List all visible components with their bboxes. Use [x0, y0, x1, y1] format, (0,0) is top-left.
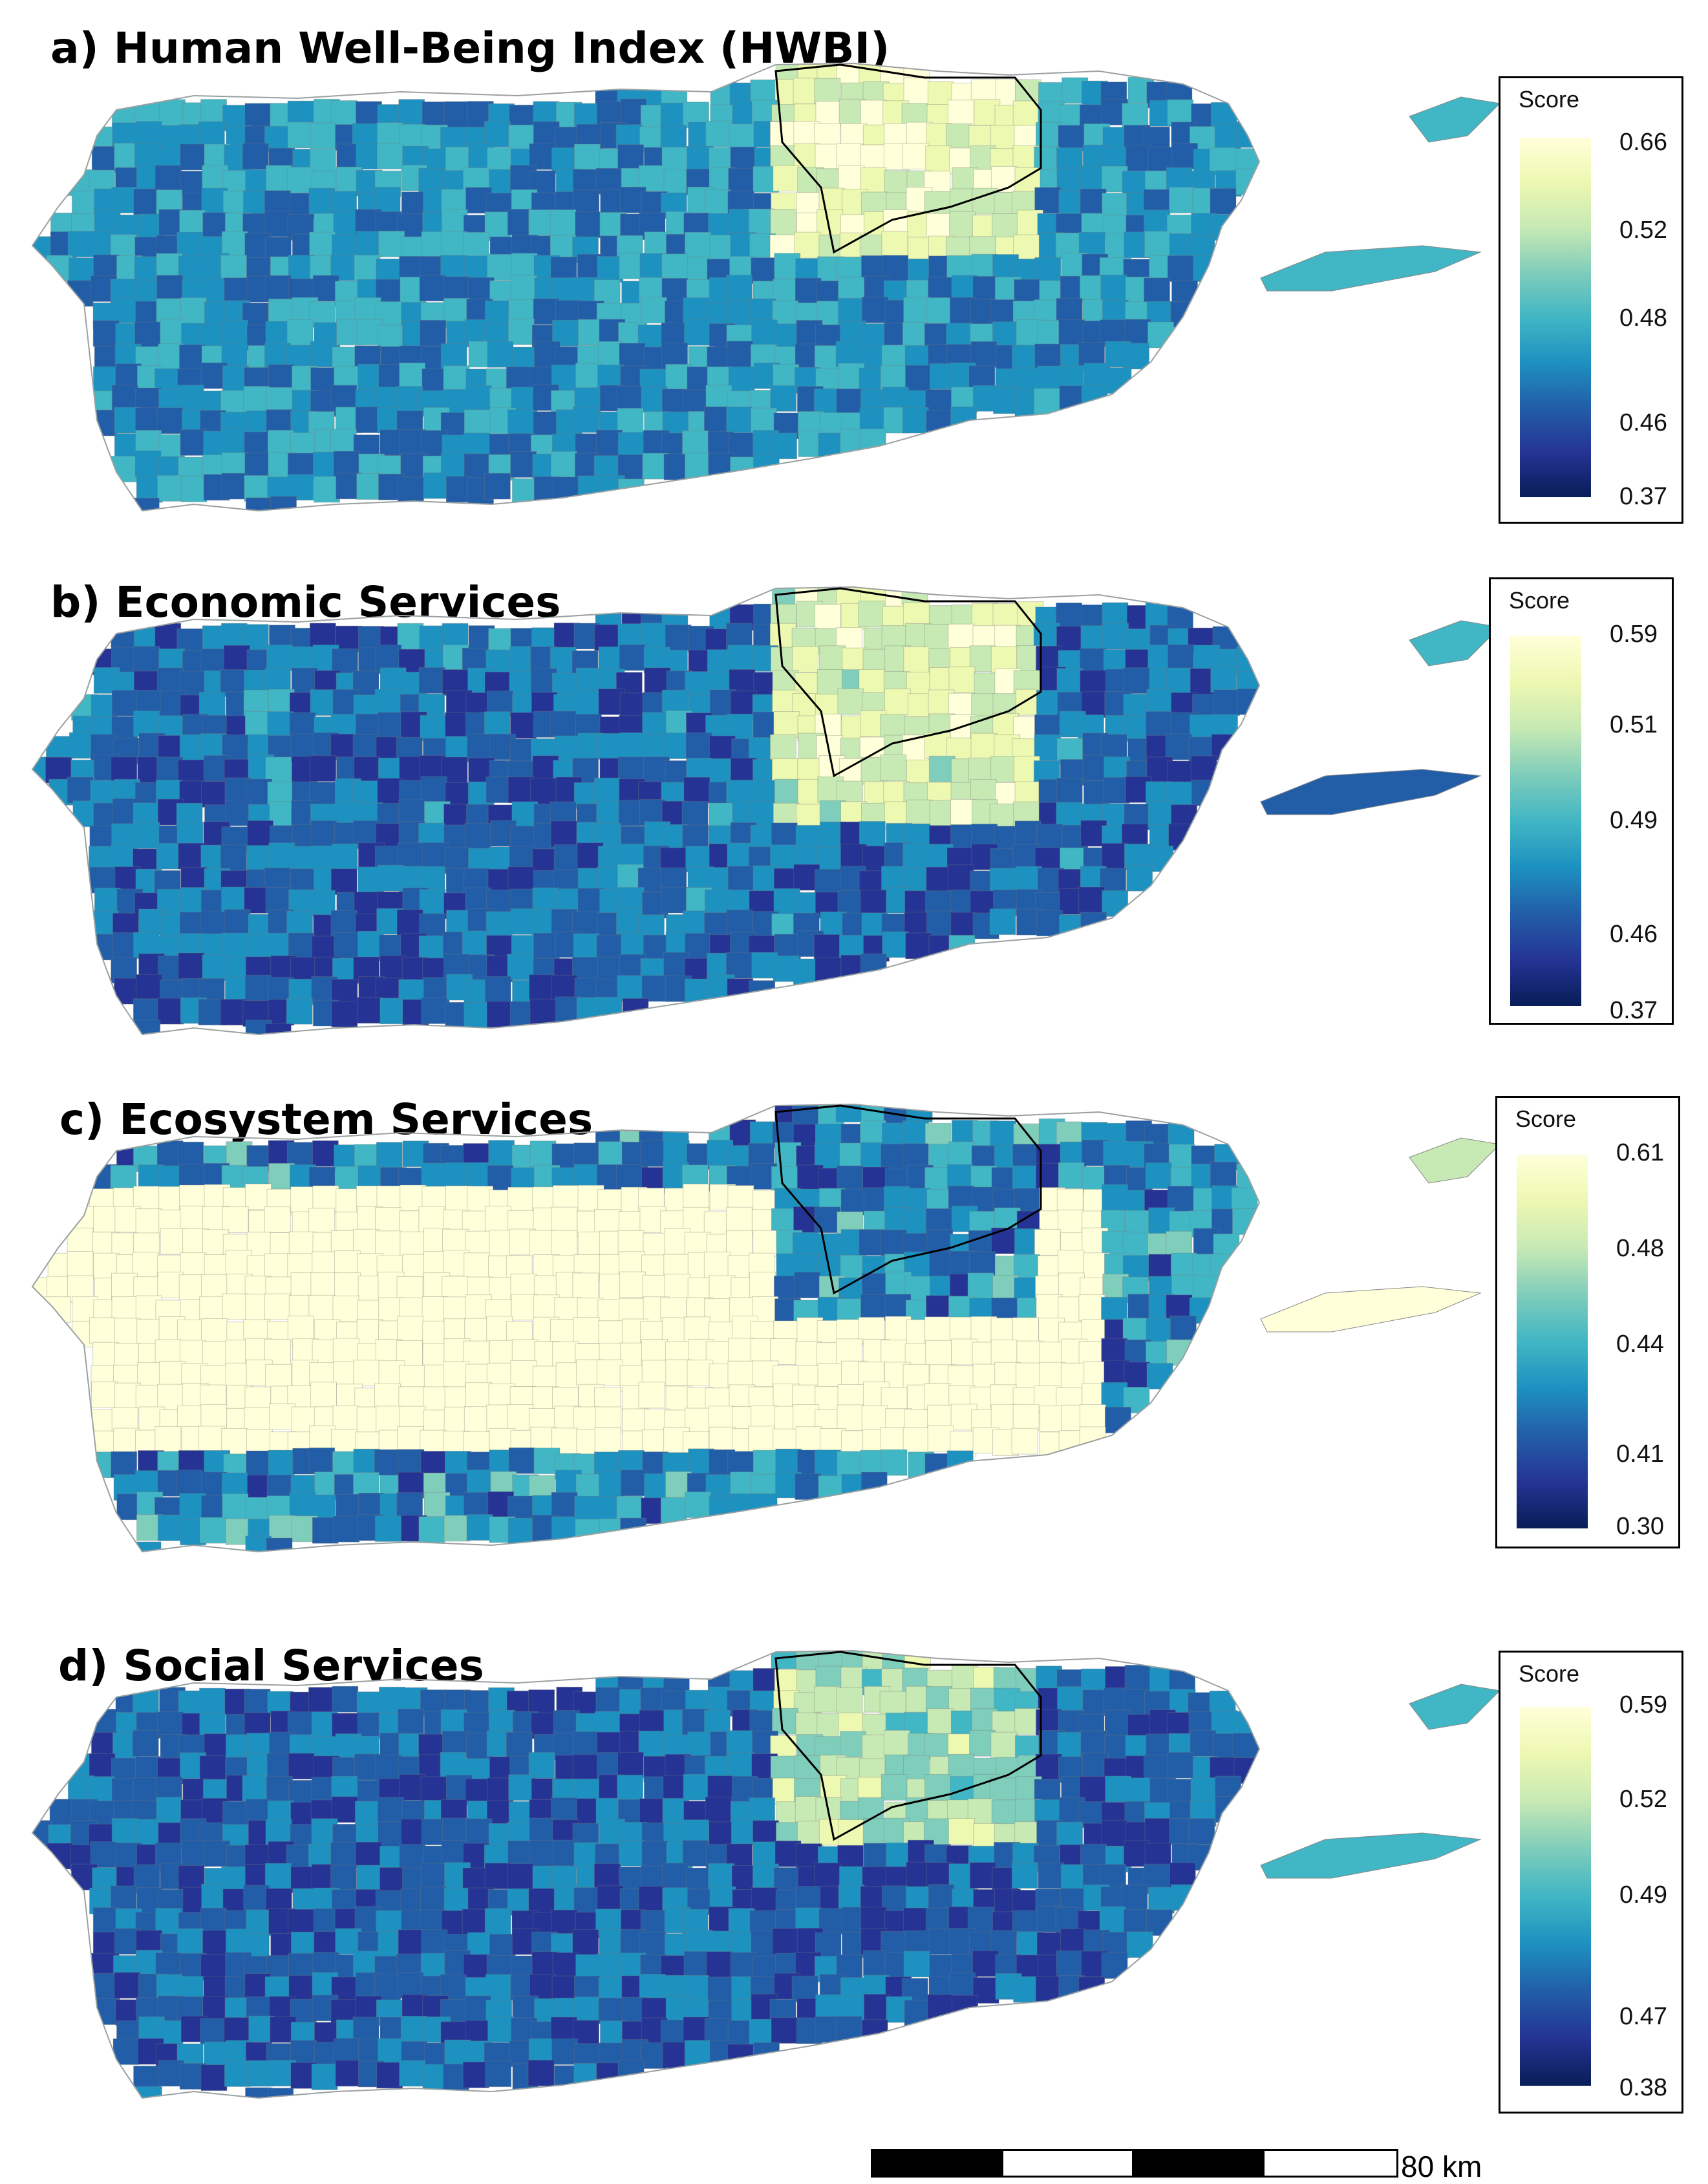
legend-colorbar: [1520, 138, 1591, 497]
map-panel-a: [31, 62, 1501, 512]
legend-tick: 0.48: [1619, 305, 1667, 332]
legend-title: Score: [1519, 1660, 1580, 1687]
legend-title: Score: [1515, 1106, 1577, 1132]
legend-tick: 0.59: [1619, 1691, 1667, 1718]
panel-d-title: d) Social Services: [58, 1641, 484, 1691]
scale-bar-label: 80 km: [1401, 2150, 1482, 2183]
scale-bar-segment: [1132, 2149, 1265, 2178]
legend-colorbar: [1517, 1155, 1588, 1528]
legend-tick: 0.52: [1619, 1786, 1667, 1813]
legend-tick: 0.41: [1616, 1440, 1664, 1468]
legend-tick: 0.61: [1616, 1139, 1664, 1166]
legend-tick: 0.30: [1616, 1513, 1664, 1540]
legend-colorbar: [1520, 1707, 1591, 2086]
legend-tick: 0.51: [1610, 711, 1658, 738]
scale-bar-segment: [871, 2149, 1003, 2178]
map-panel-c: [31, 1103, 1501, 1553]
legend-panel-d: Score 0.59 0.52 0.49 0.47 0.38: [1499, 1651, 1683, 2114]
map-panel-b: [31, 586, 1501, 1036]
legend-tick: 0.47: [1619, 2003, 1667, 2030]
legend-tick: 0.49: [1619, 1881, 1667, 1909]
legend-tick: 0.37: [1619, 483, 1667, 510]
scale-bar: 80 km: [871, 2149, 1621, 2183]
legend-tick: 0.46: [1610, 921, 1658, 948]
legend-tick: 0.49: [1610, 807, 1658, 834]
legend-tick: 0.38: [1619, 2074, 1667, 2101]
map-panel-d: [31, 1649, 1501, 2099]
panel-a-title: a) Human Well-Being Index (HWBI): [50, 23, 890, 73]
scale-bar-segment: [1001, 2149, 1134, 2178]
legend-tick: 0.66: [1619, 129, 1667, 156]
legend-tick: 0.59: [1610, 621, 1658, 648]
legend-tick: 0.48: [1616, 1235, 1664, 1262]
legend-tick: 0.44: [1616, 1331, 1664, 1358]
legend-panel-a: Score 0.66 0.52 0.48 0.46 0.37: [1499, 76, 1683, 524]
scale-bar-segment: [1263, 2149, 1398, 2178]
legend-panel-c: Score 0.61 0.48 0.44 0.41 0.30: [1495, 1096, 1680, 1548]
legend-panel-b: Score 0.59 0.51 0.49 0.46 0.37: [1489, 577, 1674, 1025]
legend-tick: 0.46: [1619, 409, 1667, 436]
legend-title: Score: [1519, 86, 1580, 112]
legend-tick: 0.37: [1610, 997, 1658, 1024]
legend-colorbar: [1510, 636, 1581, 1006]
legend-title: Score: [1509, 587, 1570, 614]
legend-tick: 0.52: [1619, 217, 1667, 244]
panel-b-title: b) Economic Services: [50, 577, 561, 627]
